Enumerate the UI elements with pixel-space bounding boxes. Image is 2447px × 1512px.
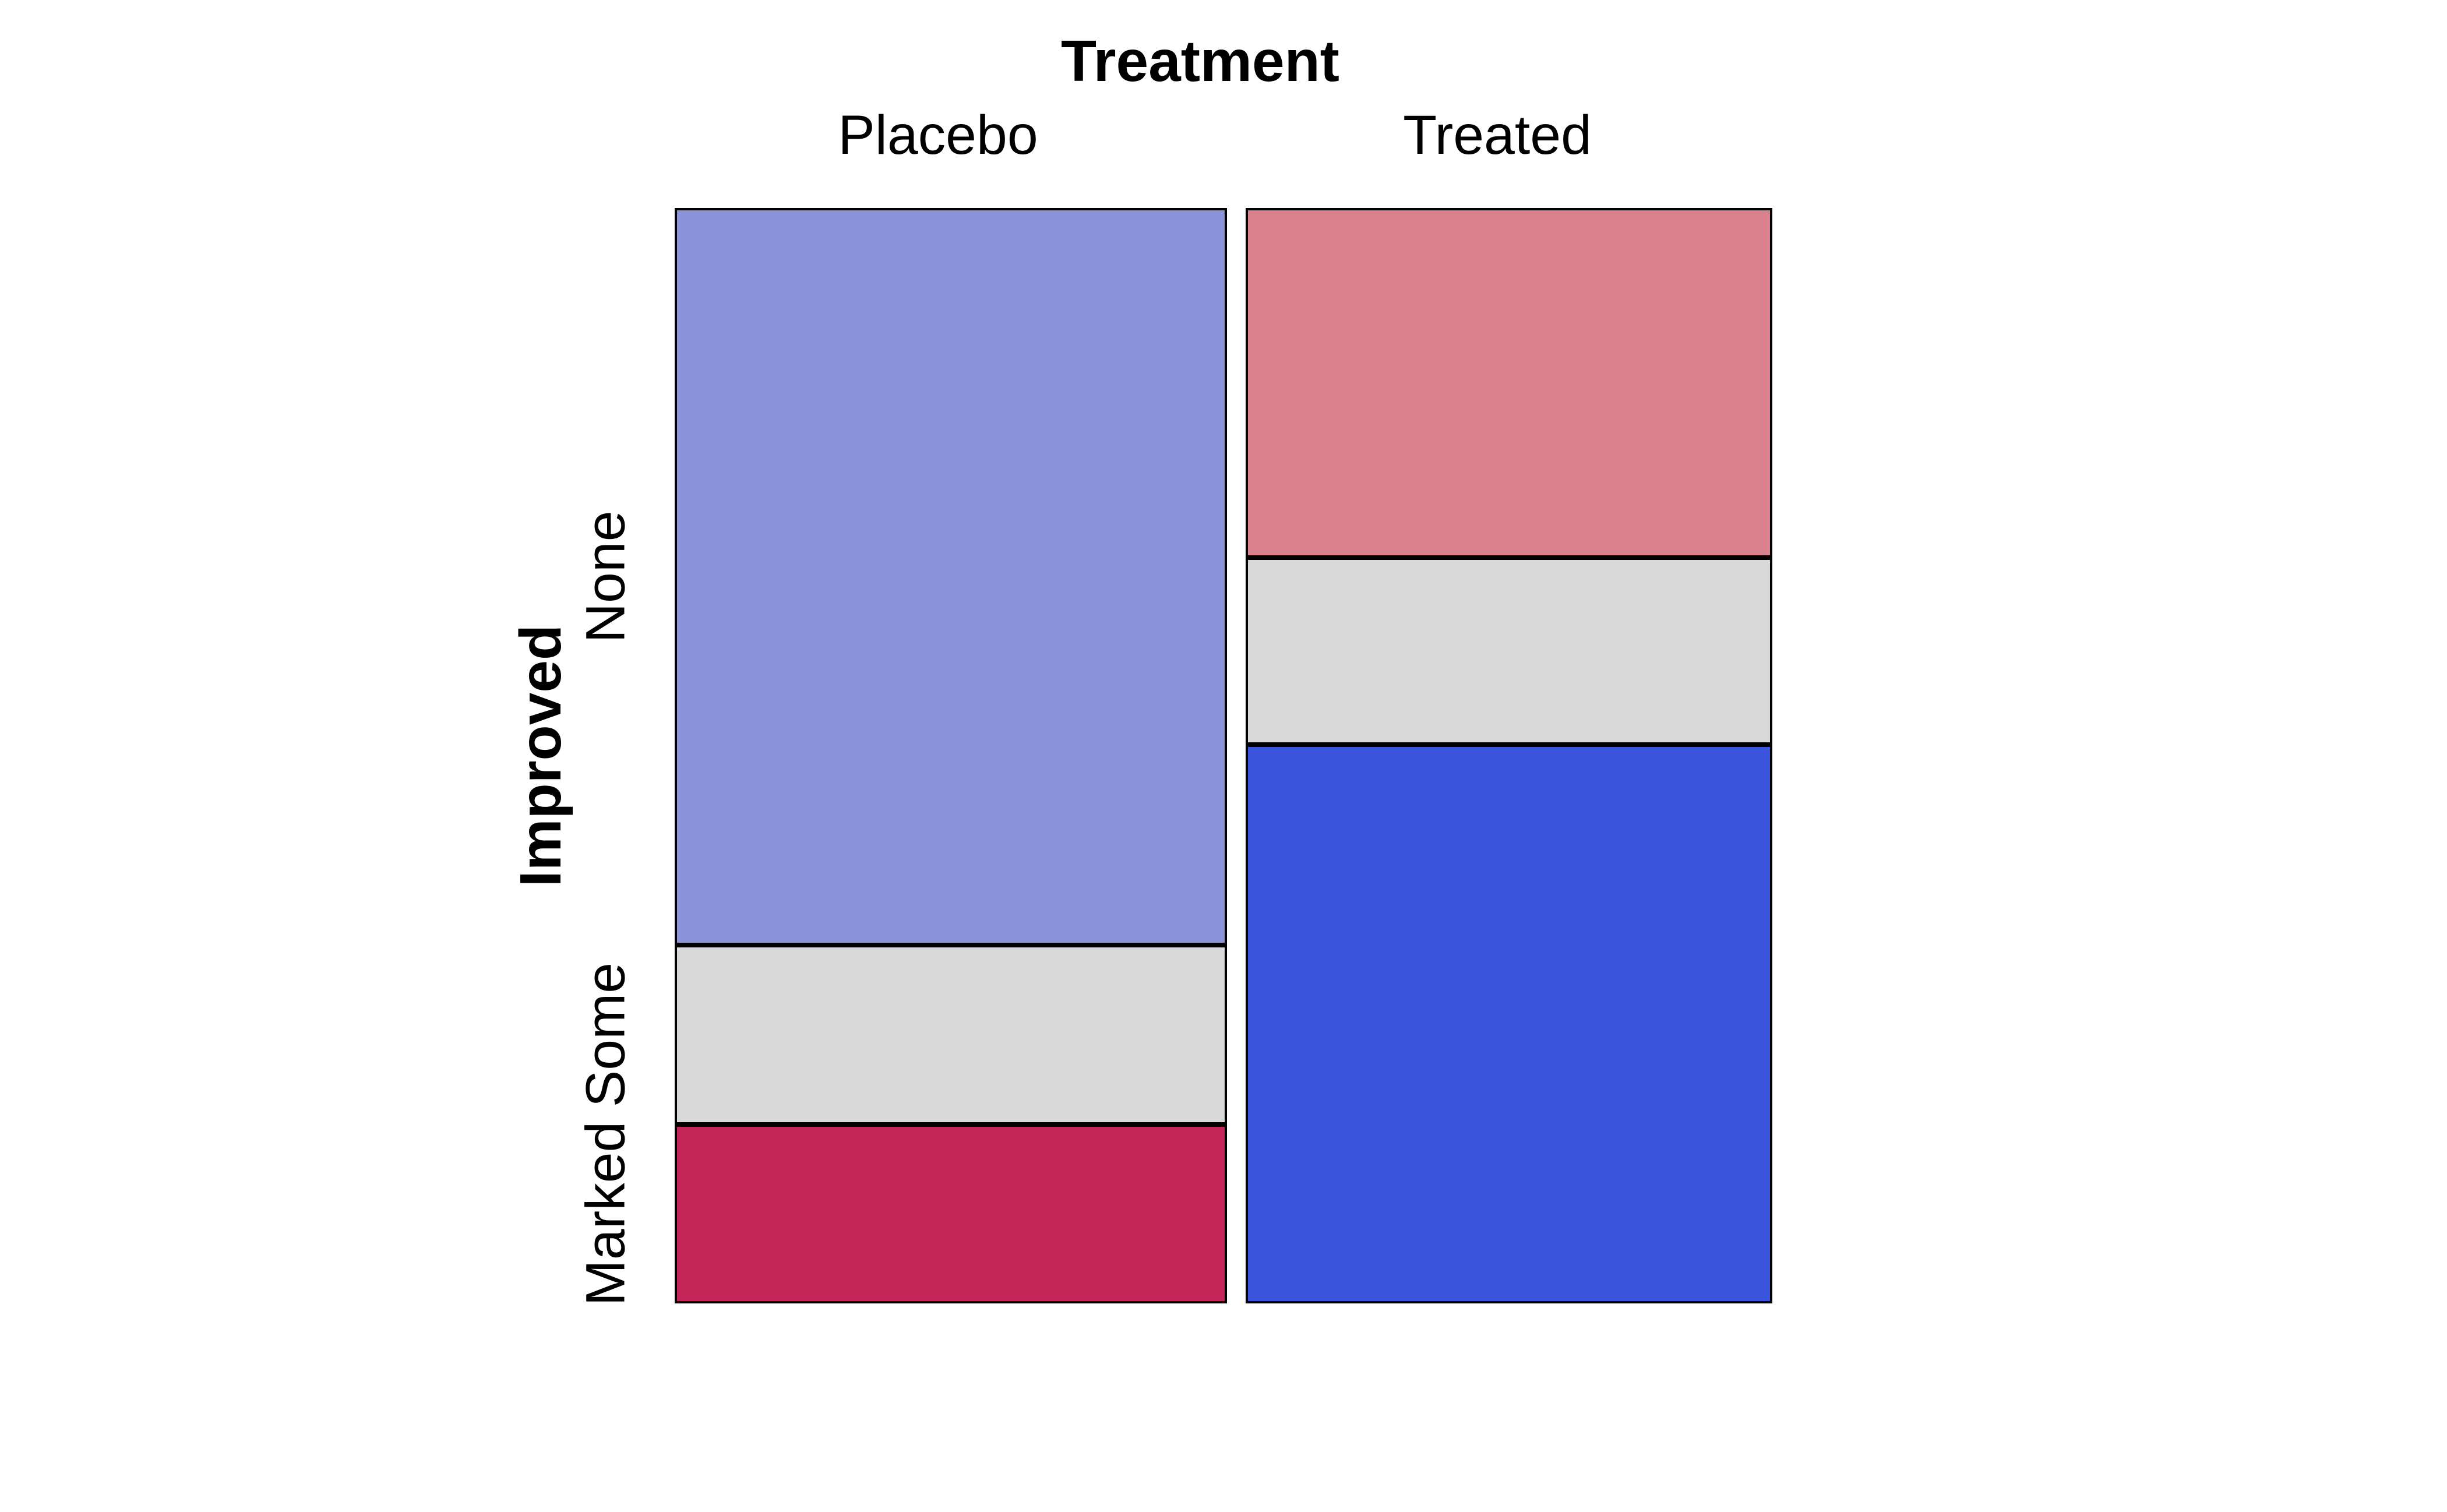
y-axis-title: Improved xyxy=(508,624,573,887)
mosaic-tile-treated-some xyxy=(1246,558,1772,745)
y-category-label-some: Some xyxy=(574,962,637,1108)
x-category-label-treated: Treated xyxy=(1403,104,1592,166)
y-category-label-marked: Marked xyxy=(574,1121,637,1306)
mosaic-tile-placebo-none xyxy=(675,208,1227,945)
mosaic-tile-placebo-marked xyxy=(675,1125,1227,1303)
mosaic-tile-treated-none xyxy=(1246,208,1772,558)
chart-title: Treatment xyxy=(1061,29,1339,94)
mosaic-tile-treated-marked xyxy=(1246,745,1772,1303)
mosaic-tile-placebo-some xyxy=(675,945,1227,1125)
y-category-label-none: None xyxy=(574,510,637,643)
x-category-label-placebo: Placebo xyxy=(838,104,1038,166)
